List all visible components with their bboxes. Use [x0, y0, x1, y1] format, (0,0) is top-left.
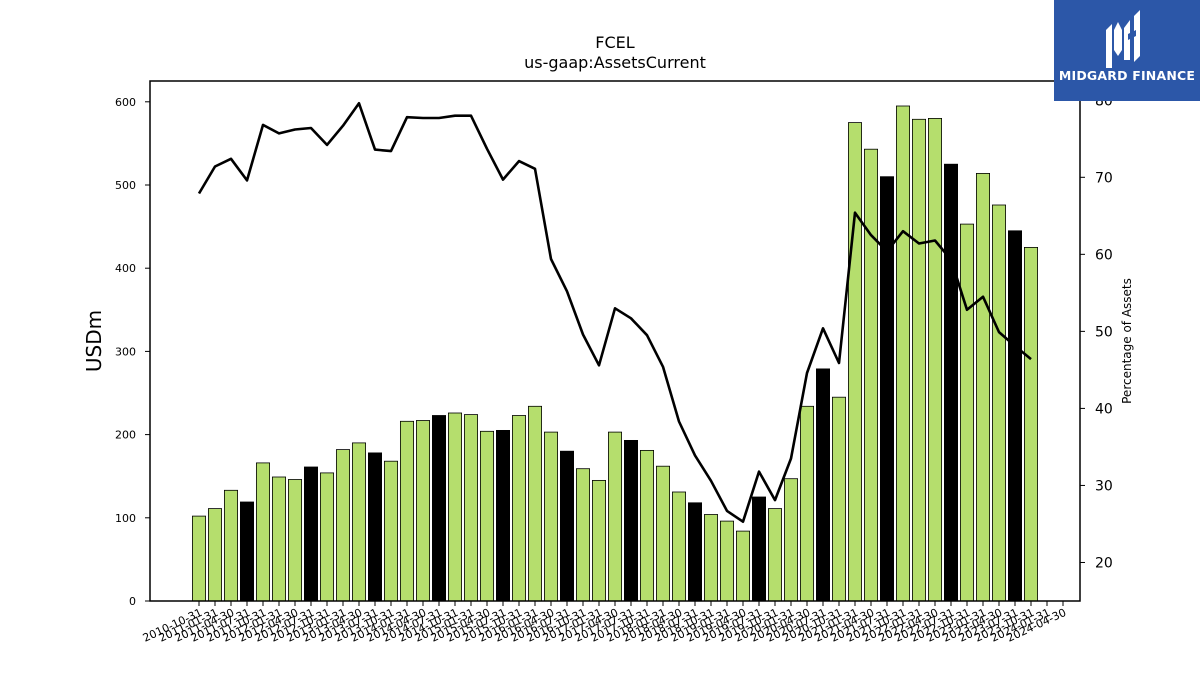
- bar: [287, 479, 302, 602]
- x-axis: 2010-10-312011-01-312011-04-302011-07-31…: [141, 601, 1068, 645]
- y-tick-label: 0: [129, 595, 136, 608]
- bar: [848, 122, 863, 602]
- bar: [960, 223, 975, 602]
- chart-subtitle: us-gaap:AssetsCurrent: [524, 53, 706, 72]
- bar: [816, 368, 831, 602]
- bar: [431, 415, 446, 602]
- bar: [367, 452, 382, 602]
- bar: [624, 439, 639, 602]
- bar: [191, 515, 206, 602]
- bar: [512, 415, 527, 602]
- y2-tick-label: 60: [1095, 247, 1113, 263]
- bar: [528, 405, 543, 602]
- bar: [640, 449, 655, 602]
- y-axis-label: USDm: [82, 310, 106, 372]
- bar: [832, 396, 847, 602]
- brand-name: MIDGARD FINANCE: [1058, 68, 1196, 83]
- y-axis-left: 0 100 200 300 400 500 600: [115, 96, 150, 608]
- y2-tick-label: 40: [1095, 401, 1113, 417]
- bar: [560, 450, 575, 602]
- bar: [383, 460, 398, 602]
- y2-tick-label: 70: [1095, 170, 1113, 186]
- bar: [656, 465, 671, 602]
- bar: [800, 405, 815, 602]
- bar: [1008, 230, 1023, 602]
- bar: [544, 431, 559, 602]
- bar: [992, 204, 1007, 602]
- y-tick-label: 100: [115, 512, 136, 525]
- bar: [1024, 246, 1039, 602]
- bar: [255, 462, 270, 602]
- bar: [704, 514, 719, 602]
- brand-logo: MIDGARD FINANCE: [1054, 0, 1200, 101]
- bar: [720, 520, 735, 602]
- bar: [576, 468, 591, 602]
- bar: [223, 489, 238, 602]
- y2-tick-label: 20: [1095, 555, 1113, 571]
- bar: [271, 476, 286, 602]
- y2-tick-label: 50: [1095, 324, 1113, 340]
- bar: [463, 414, 478, 602]
- y-tick-label: 400: [115, 262, 136, 275]
- bar: [864, 148, 879, 602]
- bar: [303, 466, 318, 602]
- chart-title: FCEL: [595, 33, 634, 52]
- bar: [207, 508, 222, 602]
- line-series: [197, 102, 1032, 524]
- midgard-logo-icon: [1106, 10, 1140, 68]
- bar: [752, 496, 767, 602]
- y-tick-label: 500: [115, 179, 136, 192]
- y-tick-label: 600: [115, 96, 136, 109]
- bar: [239, 501, 254, 602]
- bar: [976, 172, 991, 602]
- bar: [447, 412, 462, 602]
- bar: [928, 118, 943, 602]
- bar: [736, 530, 751, 602]
- bar: [335, 449, 350, 602]
- bar: [592, 479, 607, 602]
- bar: [351, 442, 366, 602]
- bar: [415, 420, 430, 602]
- bar: [896, 105, 911, 602]
- bar: [479, 430, 494, 602]
- bar: [912, 118, 927, 602]
- percentage-line: [197, 102, 1032, 524]
- bar: [672, 491, 687, 602]
- bar: [608, 431, 623, 602]
- y-tick-label: 200: [115, 429, 136, 442]
- bar: [944, 163, 959, 602]
- y2-tick-label: 30: [1095, 478, 1113, 494]
- y2-axis-label: Percentage of Assets: [1120, 278, 1134, 404]
- bar-series: [191, 105, 1039, 602]
- bar: [495, 429, 510, 602]
- y-tick-label: 300: [115, 345, 136, 358]
- bar: [399, 420, 414, 602]
- bar: [768, 508, 783, 602]
- bar: [880, 176, 895, 602]
- bar: [688, 502, 703, 602]
- bar: [319, 472, 334, 602]
- bar: [784, 478, 799, 602]
